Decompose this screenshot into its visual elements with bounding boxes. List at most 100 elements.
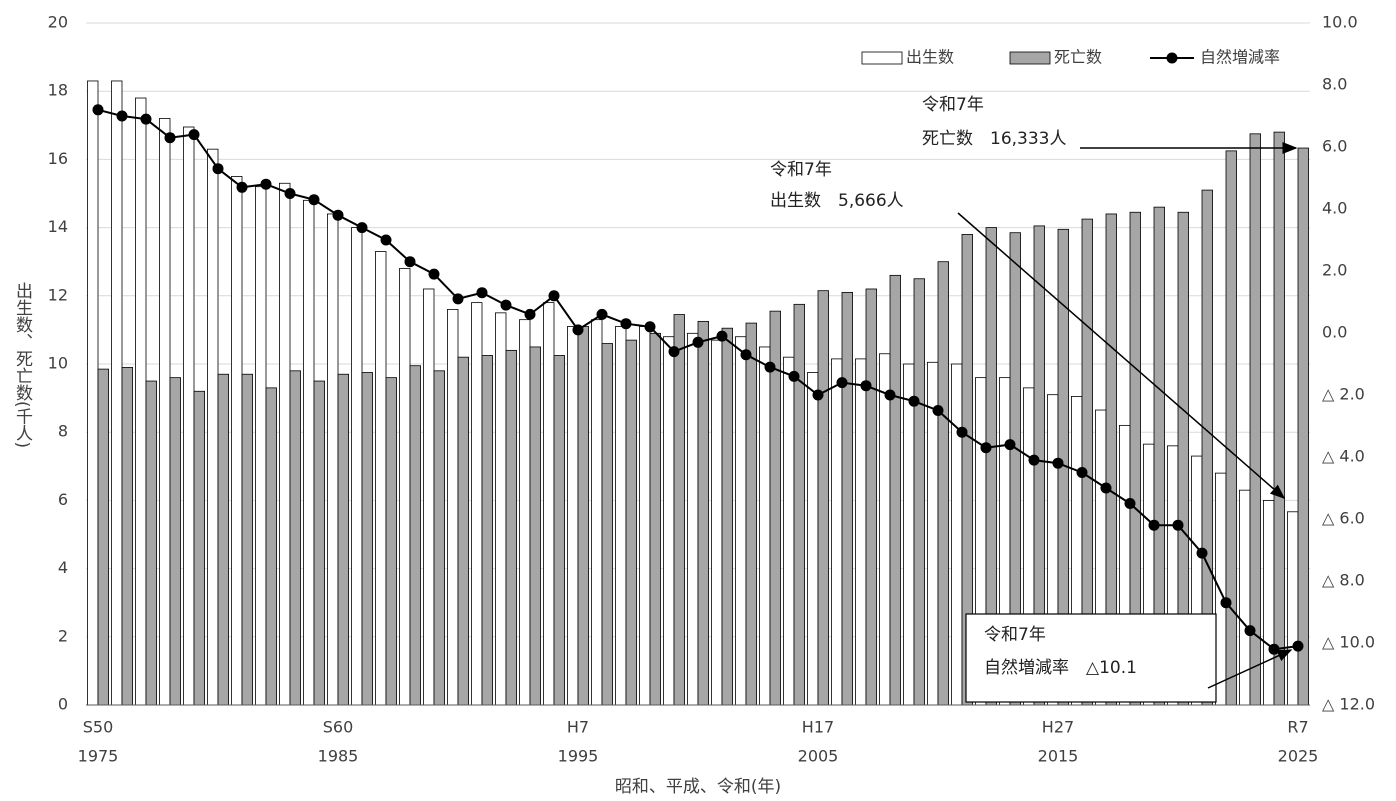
line-marker xyxy=(1292,640,1304,652)
line-marker xyxy=(164,132,176,144)
bar xyxy=(169,377,181,706)
x-tick-label: S60 xyxy=(323,718,354,737)
bar xyxy=(1249,133,1261,706)
y2-tick-label: 0.0 xyxy=(1322,323,1347,342)
annotation: 令和7年 xyxy=(984,625,1046,645)
bar xyxy=(865,288,877,706)
y2-tick-label: 4.0 xyxy=(1322,199,1347,218)
line-marker xyxy=(188,129,200,141)
bar xyxy=(375,251,387,706)
line-marker xyxy=(740,349,752,361)
bar xyxy=(457,356,469,706)
line-marker xyxy=(140,113,152,125)
line-marker xyxy=(284,188,296,199)
line-marker xyxy=(596,308,608,320)
bar xyxy=(313,380,325,706)
bar xyxy=(879,353,891,706)
bar xyxy=(759,346,771,706)
line-marker xyxy=(1220,597,1232,609)
bar xyxy=(783,356,795,706)
line-marker xyxy=(452,293,464,305)
bar xyxy=(673,314,685,706)
line-marker xyxy=(1148,519,1160,531)
bar xyxy=(817,290,829,706)
bar xyxy=(913,278,925,706)
annotation: 令和7年 xyxy=(770,160,832,180)
bar xyxy=(255,186,267,706)
bar xyxy=(327,213,339,706)
line-marker xyxy=(212,163,224,175)
bar xyxy=(841,291,853,706)
bar xyxy=(735,336,747,706)
bar xyxy=(615,326,627,706)
bar xyxy=(505,349,517,706)
x-tick-label: S50 xyxy=(83,718,114,737)
y2-tick-label: △ 12.0 xyxy=(1322,695,1375,714)
bar xyxy=(433,370,445,706)
line-marker xyxy=(404,256,416,268)
bar xyxy=(447,309,459,706)
y2-tick-label: 2.0 xyxy=(1322,261,1347,280)
line-marker xyxy=(812,389,824,401)
line-marker xyxy=(788,370,800,382)
y-tick-label: 20 xyxy=(48,13,68,32)
bar xyxy=(303,199,315,706)
legend-swatch xyxy=(861,51,903,65)
bar xyxy=(289,370,301,706)
bar xyxy=(87,80,99,706)
bar xyxy=(519,319,531,706)
line-marker xyxy=(956,426,968,438)
bar xyxy=(1273,131,1285,706)
line-marker xyxy=(572,324,584,336)
bar xyxy=(831,358,843,706)
y2-tick-label: △ 8.0 xyxy=(1322,571,1365,590)
y-tick-label: 4 xyxy=(58,558,68,577)
bar xyxy=(529,346,541,706)
y2-tick-label: △ 10.0 xyxy=(1322,633,1375,652)
annotation: 令和7年 xyxy=(922,95,984,115)
bar xyxy=(495,312,507,706)
bar xyxy=(951,363,963,706)
y2-tick-label: 8.0 xyxy=(1322,75,1347,94)
annotation: 自然増減率 △10.1 xyxy=(984,658,1137,678)
line-marker xyxy=(428,268,440,280)
legend-label: 死亡数 xyxy=(1054,48,1102,67)
bar xyxy=(409,365,421,706)
line-marker xyxy=(620,318,632,330)
x-tick-label: 1985 xyxy=(318,747,359,766)
annotation: 出生数 5,666人 xyxy=(770,191,904,211)
bar xyxy=(1263,499,1275,706)
line-marker xyxy=(524,308,536,320)
y2-tick-label: △ 6.0 xyxy=(1322,509,1365,528)
line-marker xyxy=(92,104,104,116)
x-tick-label: 1975 xyxy=(78,747,119,766)
line-marker xyxy=(1196,547,1208,559)
line-marker xyxy=(332,209,344,221)
bar xyxy=(159,118,171,706)
bar xyxy=(241,373,253,706)
bar xyxy=(855,358,867,706)
line-marker xyxy=(860,380,872,392)
bar xyxy=(807,372,819,706)
bar xyxy=(903,363,915,706)
x-tick-label: 1995 xyxy=(558,747,599,766)
line-marker xyxy=(1052,457,1064,469)
legend-swatch xyxy=(1009,51,1051,65)
bar xyxy=(639,326,651,706)
y-tick-label: 8 xyxy=(58,422,68,441)
bar xyxy=(135,97,147,706)
line-marker xyxy=(236,181,248,193)
bar xyxy=(567,326,579,706)
line-marker xyxy=(1124,498,1136,509)
bar xyxy=(385,377,397,706)
x-axis-title: 昭和、平成、令和(年) xyxy=(615,777,781,797)
bar xyxy=(543,302,555,706)
line-marker xyxy=(500,299,512,311)
bar xyxy=(697,320,709,706)
bar xyxy=(231,176,243,706)
plot-area: 0 2 4 6 8 10 12 14 16 18 20 10.0 8.0 6.0 4.0 2.0 0.0 △ 2.… xyxy=(48,13,1375,766)
bar xyxy=(577,326,589,706)
bar xyxy=(207,148,219,706)
bar xyxy=(183,126,195,706)
line-marker xyxy=(356,222,368,234)
